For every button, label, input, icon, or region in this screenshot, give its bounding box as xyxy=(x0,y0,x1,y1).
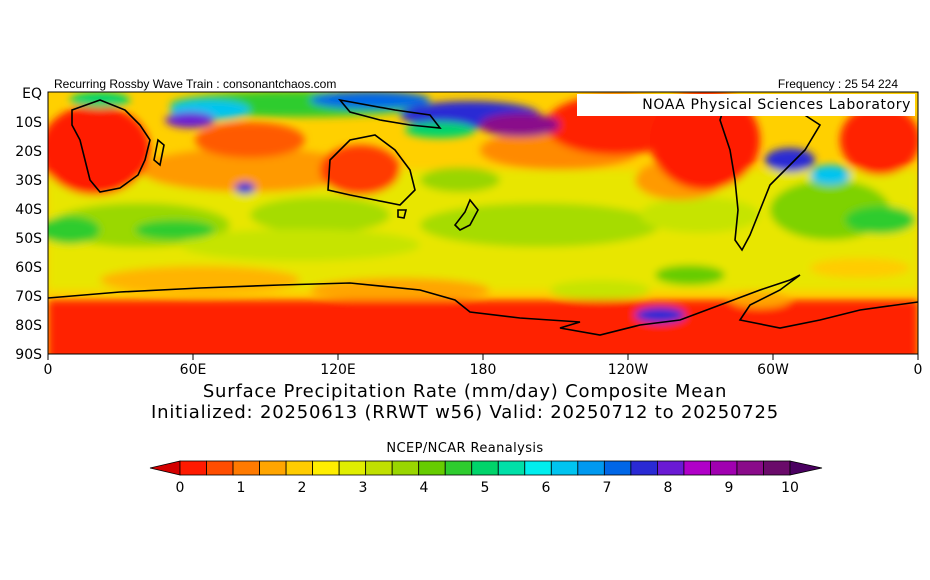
colorbar-label: 1 xyxy=(237,480,246,496)
lon-label: 0 xyxy=(44,362,53,378)
colorbar-label: 9 xyxy=(725,480,734,496)
coastlines xyxy=(48,95,918,336)
lon-label: 0 xyxy=(914,362,923,378)
lat-label: 70S xyxy=(15,289,42,305)
lat-label: 50S xyxy=(15,231,42,247)
lat-label: 30S xyxy=(15,173,42,189)
lon-label: 120E xyxy=(320,362,356,378)
colorbar-min-arrow xyxy=(149,460,181,476)
chart-subtitle: Initialized: 20250613 (RRWT w56) Valid: … xyxy=(151,402,779,423)
map-field xyxy=(48,92,918,354)
colorbar-swatch xyxy=(656,460,685,476)
colorbar-swatch xyxy=(232,460,260,476)
colorbar-swatch xyxy=(550,460,579,476)
frequency-label: Frequency : 25 54 224 xyxy=(777,77,898,91)
colorbar-label: 3 xyxy=(359,480,368,496)
colorbar-swatch xyxy=(418,460,446,476)
colorbar-label: 6 xyxy=(542,480,551,496)
lat-label: 40S xyxy=(15,202,42,218)
lon-label: 60W xyxy=(757,362,789,378)
lab-label: NOAA Physical Sciences Laboratory xyxy=(577,94,915,116)
lat-label: 20S xyxy=(15,144,42,160)
colorbar-swatch xyxy=(312,460,340,476)
colorbar-swatch xyxy=(338,460,367,476)
lat-axis: EQ 10S 20S 30S 40S 50S 60S 70S 80S 90S xyxy=(15,86,42,363)
colorbar-label: 8 xyxy=(664,480,673,496)
colorbar-swatch xyxy=(471,460,499,476)
colorbar-swatch xyxy=(497,460,526,476)
colorbar-swatch xyxy=(603,460,632,476)
colorbar-label: 0 xyxy=(176,480,185,496)
lon-label: 120W xyxy=(608,362,649,378)
colorbar-swatch xyxy=(524,460,552,476)
lat-label: EQ xyxy=(22,86,42,102)
colorbar-label: 7 xyxy=(603,480,612,496)
colorbar-swatch xyxy=(365,460,393,476)
chart-title: Surface Precipitation Rate (mm/day) Comp… xyxy=(202,381,728,402)
colorbar-swatch xyxy=(630,460,658,476)
colorbar-label: 5 xyxy=(481,480,490,496)
colorbar-labels: 0 1 2 3 4 5 6 7 8 9 10 xyxy=(176,480,799,496)
colorbar-label: 10 xyxy=(781,480,799,496)
colorbar-label: 4 xyxy=(420,480,429,496)
colorbar-swatch xyxy=(179,460,207,476)
colorbar-swatch xyxy=(285,460,314,476)
lon-axis xyxy=(47,354,919,360)
colorbar-swatch xyxy=(206,460,234,476)
colorbar-label: 2 xyxy=(298,480,307,496)
lon-label: 60E xyxy=(180,362,207,378)
lon-label: 180 xyxy=(470,362,497,378)
colorbar-swatch xyxy=(391,460,420,476)
colorbar-swatch xyxy=(444,460,473,476)
colorbar-max-arrow xyxy=(789,460,823,476)
colorbar-swatch xyxy=(710,460,738,476)
credit-label: Recurring Rossby Wave Train : consonantc… xyxy=(54,77,337,91)
colorbar-swatch xyxy=(259,460,287,476)
lat-label: 60S xyxy=(15,260,42,276)
source-label: NCEP/NCAR Reanalysis xyxy=(386,441,544,456)
colorbar-swatch xyxy=(736,460,764,476)
colorbar-swatch xyxy=(763,460,791,476)
lon-labels: 0 60E 120E 180 120W 60W 0 xyxy=(44,362,923,378)
colorbar xyxy=(149,460,823,476)
lat-label: 80S xyxy=(15,318,42,334)
colorbar-swatch xyxy=(683,460,711,476)
colorbar-swatch xyxy=(577,460,605,476)
lat-label: 10S xyxy=(15,115,42,131)
lat-label: 90S xyxy=(15,347,42,363)
